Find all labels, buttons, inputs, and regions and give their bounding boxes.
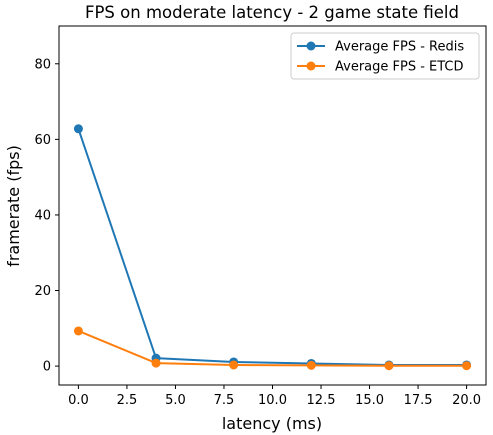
data-point [73,124,83,134]
chart-title: FPS on moderate latency - 2 game state f… [85,3,459,22]
series-layer [73,124,472,371]
y-tick-label: 40 [34,208,51,223]
series-line-2 [78,330,467,367]
x-tick-label: 15.0 [355,393,384,408]
legend-marker [306,41,316,51]
x-tick-label: 10.0 [258,393,287,408]
legend: Average FPS - Redis Average FPS - ETCD [290,32,480,80]
data-point [151,358,161,368]
y-axis-ticks: 0 20 40 60 80 [34,57,59,375]
x-tick-label: 5.0 [165,393,186,408]
x-tick-label: 2.5 [117,393,138,408]
y-tick-label: 60 [34,133,51,148]
x-tick-label: 7.5 [214,393,235,408]
legend-entry: Average FPS - Redis [335,40,464,55]
data-point [306,360,316,370]
plot-area [58,25,487,386]
y-tick-label: 20 [34,284,51,299]
y-tick-label: 80 [34,57,51,72]
x-tick-label: 17.5 [404,393,433,408]
data-point [73,326,83,336]
data-point [229,360,239,370]
data-point [384,361,394,371]
x-tick-label: 20.0 [452,393,481,408]
x-tick-label: 0.0 [68,393,89,408]
x-axis-ticks: 0.0 2.5 5.0 7.5 10.0 12.5 15.0 17.5 20.0 [68,385,481,408]
legend-box [290,32,480,80]
x-axis-label: latency (ms) [222,414,322,433]
legend-marker [306,61,316,71]
y-axis-label: framerate (fps) [4,145,23,267]
x-tick-label: 12.5 [307,393,336,408]
data-point [462,361,472,371]
y-tick-label: 0 [43,360,51,375]
legend-entry: Average FPS - ETCD [335,60,464,75]
